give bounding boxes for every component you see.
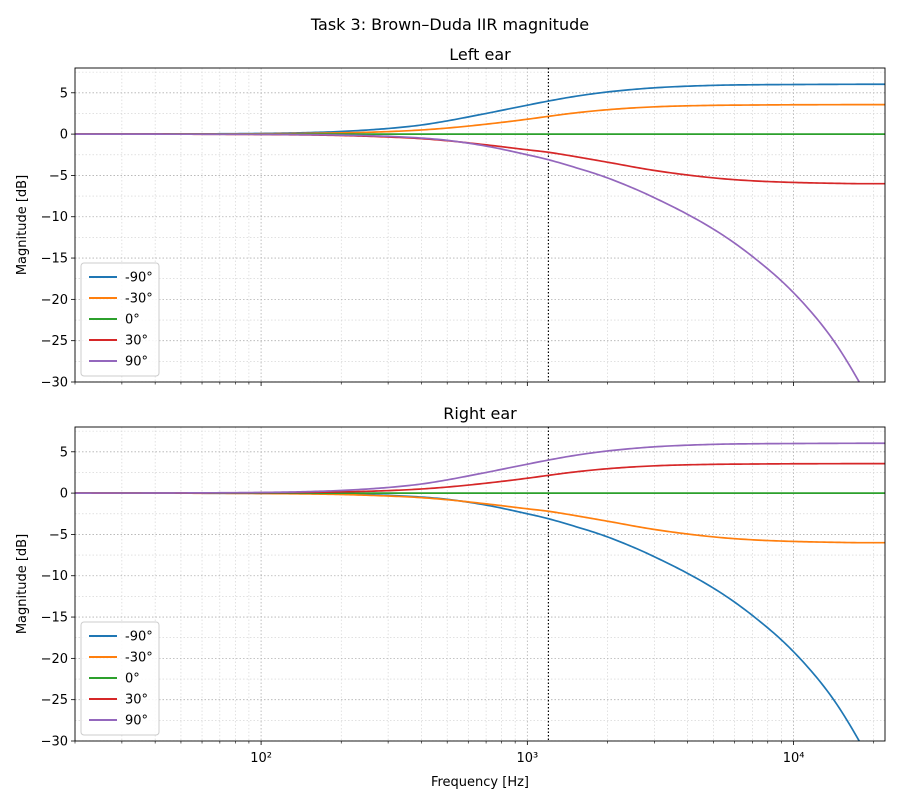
y-tick-label: −20 — [41, 652, 68, 667]
x-tick-label: 10³ — [516, 751, 538, 766]
legend-label-90deg: 90° — [125, 714, 148, 729]
y-tick-label: −25 — [41, 334, 68, 349]
legend-label-0deg: 0° — [125, 313, 140, 328]
x-tick-label: 10⁴ — [783, 751, 805, 766]
y-tick-label: −30 — [41, 735, 68, 750]
legend: -90° -30° 0° 30° 90° — [80, 621, 160, 736]
y-tick-label: −10 — [41, 210, 68, 225]
series-lines — [75, 83, 885, 382]
figure-title: Task 3: Brown–Duda IIR magnitude — [310, 15, 589, 34]
y-tick-label: −5 — [49, 169, 68, 184]
axes-frame — [74, 426, 886, 742]
chart-title: Right ear — [443, 404, 517, 423]
y-tick-label: −15 — [41, 611, 68, 626]
y-tick-label: 5 — [60, 86, 68, 101]
legend-label-30deg: 30° — [125, 334, 148, 349]
series-lines — [75, 442, 885, 741]
y-tick-label: −30 — [41, 376, 68, 391]
x-tick-label: 10² — [250, 751, 272, 766]
y-tick-label: 0 — [60, 128, 68, 143]
y-tick-label: 5 — [60, 445, 68, 460]
y-axis-label: Magnitude [dB] — [15, 175, 30, 275]
y-tick-label: −25 — [41, 693, 68, 708]
x-axis-label: Frequency [Hz] — [431, 775, 529, 790]
legend-label-0deg: 0° — [125, 672, 140, 687]
y-tick-label: −10 — [41, 569, 68, 584]
series-line-90deg — [75, 442, 885, 494]
y-tick-label: 0 — [60, 487, 68, 502]
y-tick-label: −5 — [49, 528, 68, 543]
legend-label-minus30deg: -30° — [125, 651, 153, 666]
left-ear-panel: 5 0 −5 −10 −15 −20 −25 −30 Left ear Magnitude [dB… — [15, 45, 886, 391]
legend-label-30deg: 30° — [125, 693, 148, 708]
chart-title: Left ear — [449, 45, 511, 64]
y-axis-label: Magnitude [dB] — [15, 534, 30, 634]
legend-label-minus90deg: -90° — [125, 271, 153, 286]
axes-frame — [74, 67, 886, 383]
right-ear-panel: 5 0 −5 −10 −15 −20 −25 −30 10² 10³ 10⁴ Frequency [H… — [15, 404, 886, 790]
y-tick-label: −20 — [41, 293, 68, 308]
legend-label-minus90deg: -90° — [125, 630, 153, 645]
y-tick-label: −15 — [41, 252, 68, 267]
legend-label-minus30deg: -30° — [125, 292, 153, 307]
legend-box — [80, 621, 160, 736]
series-line-90deg — [75, 133, 861, 382]
legend-box — [80, 262, 160, 377]
legend-label-90deg: 90° — [125, 355, 148, 370]
legend: -90° -30° 0° 30° 90° — [80, 262, 160, 377]
